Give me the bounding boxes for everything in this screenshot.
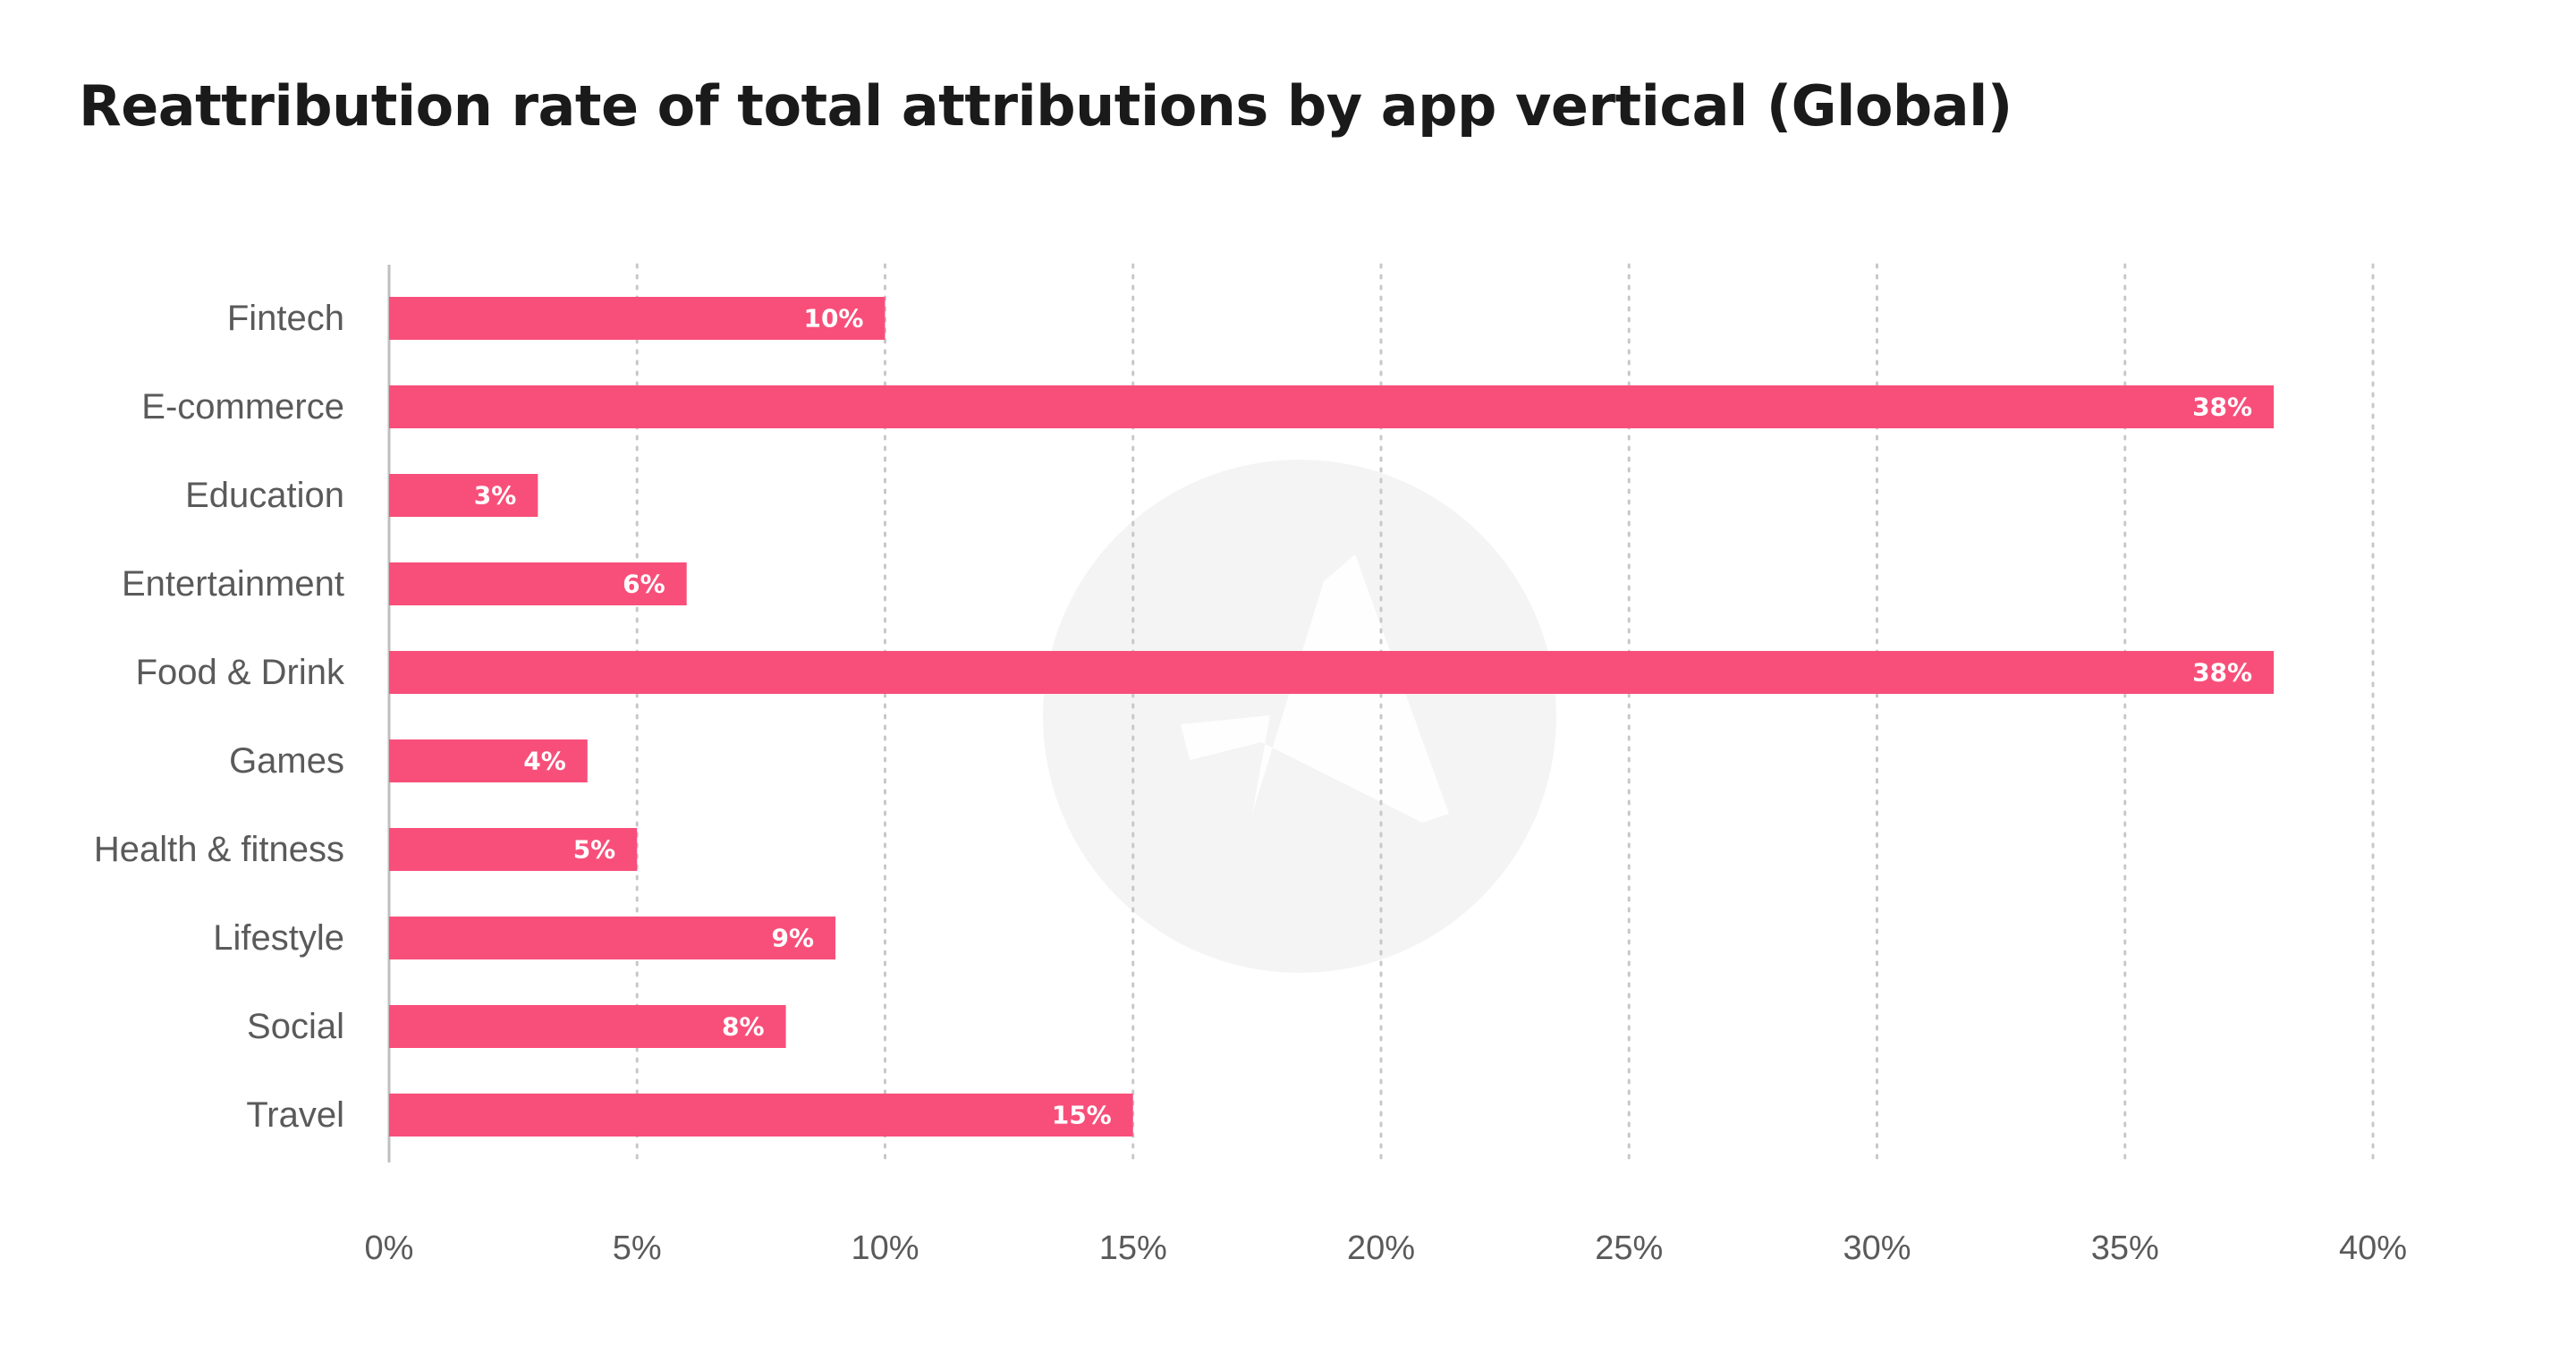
x-tick-label: 10% <box>851 1229 919 1267</box>
bar-value-label: 4% <box>523 747 566 776</box>
category-label: Lifestyle <box>213 918 344 958</box>
category-label: Social <box>247 1007 344 1046</box>
bar <box>389 1094 1133 1137</box>
adjust-logo-icon <box>1043 460 1556 973</box>
bar <box>389 828 638 871</box>
bar-value-label: 8% <box>722 1012 765 1042</box>
bar-value-label: 9% <box>772 924 815 953</box>
bars: 10% 38% 3% 6% 38% 4% 5% 9% 8% 15% <box>389 297 2275 1137</box>
category-labels: Fintech E-commerce Education Entertainment F… <box>94 299 345 1135</box>
bar <box>389 297 886 340</box>
category-label: Travel <box>246 1095 344 1135</box>
category-label: Games <box>229 741 344 781</box>
category-label: Education <box>185 476 344 515</box>
bar-value-label: 10% <box>803 304 863 334</box>
bar-value-label: 5% <box>573 835 616 865</box>
x-axis-tick-labels: 0% 5% 10% 15% 20% 25% 30% 35% 40% <box>365 1229 2407 1267</box>
bar <box>389 1005 786 1048</box>
bar-value-label: 15% <box>1052 1101 1112 1130</box>
x-tick-label: 15% <box>1099 1229 1167 1267</box>
category-label: Health & fitness <box>94 830 344 869</box>
bar <box>389 917 836 959</box>
x-tick-label: 30% <box>1843 1229 1911 1267</box>
chart-title: Reattribution rate of total attributions… <box>79 73 2012 139</box>
x-tick-label: 5% <box>613 1229 662 1267</box>
bar <box>389 739 588 782</box>
category-label: Fintech <box>227 299 344 338</box>
bar-value-label: 6% <box>623 570 665 599</box>
x-tick-label: 35% <box>2091 1229 2159 1267</box>
category-label: Food & Drink <box>136 653 345 692</box>
x-tick-label: 40% <box>2339 1229 2407 1267</box>
bar-value-label: 3% <box>474 481 517 511</box>
x-tick-label: 25% <box>1595 1229 1663 1267</box>
category-label: Entertainment <box>122 564 344 604</box>
x-tick-label: 0% <box>365 1229 414 1267</box>
bar <box>389 385 2275 428</box>
bar <box>389 562 687 605</box>
bar <box>389 651 2275 694</box>
bar-value-label: 38% <box>2192 658 2252 688</box>
x-tick-label: 20% <box>1347 1229 1415 1267</box>
bar-value-label: 38% <box>2192 393 2252 422</box>
bar <box>389 474 538 517</box>
category-label: E-commerce <box>141 387 344 427</box>
